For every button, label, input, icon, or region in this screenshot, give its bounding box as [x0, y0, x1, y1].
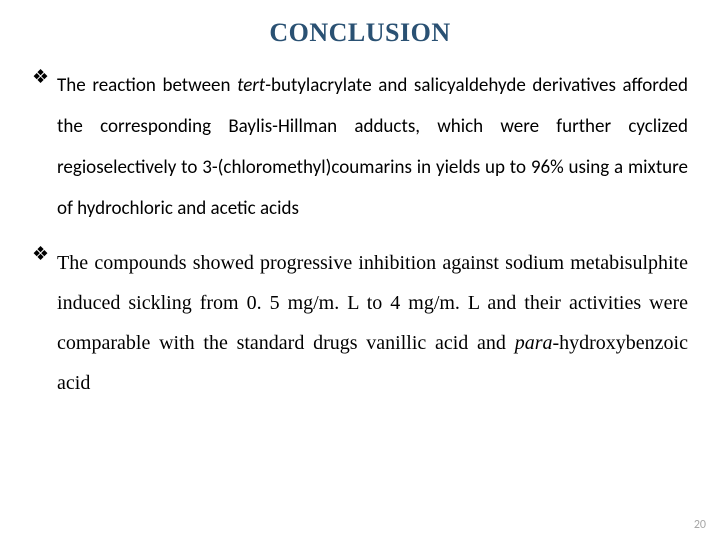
bullet-marker-icon: ❖ [32, 68, 49, 87]
bullet-2-text: The compounds showed progressive inhibit… [57, 243, 688, 403]
slide: CONCLUSION ❖ The reaction between tert-b… [0, 0, 720, 540]
bullet-2-ital: para [515, 332, 553, 354]
bullet-marker-icon: ❖ [32, 245, 49, 264]
page-number: 20 [694, 518, 706, 532]
bullet-1-ital: tert [237, 74, 265, 97]
bullet-1-text: The reaction between tert-butylacrylate … [57, 66, 688, 229]
bullet-1-pre: The reaction between [57, 74, 237, 97]
bullet-1: ❖ The reaction between tert-butylacrylat… [32, 66, 688, 229]
page-title: CONCLUSION [32, 18, 688, 48]
bullet-2: ❖ The compounds showed progressive inhib… [32, 243, 688, 403]
